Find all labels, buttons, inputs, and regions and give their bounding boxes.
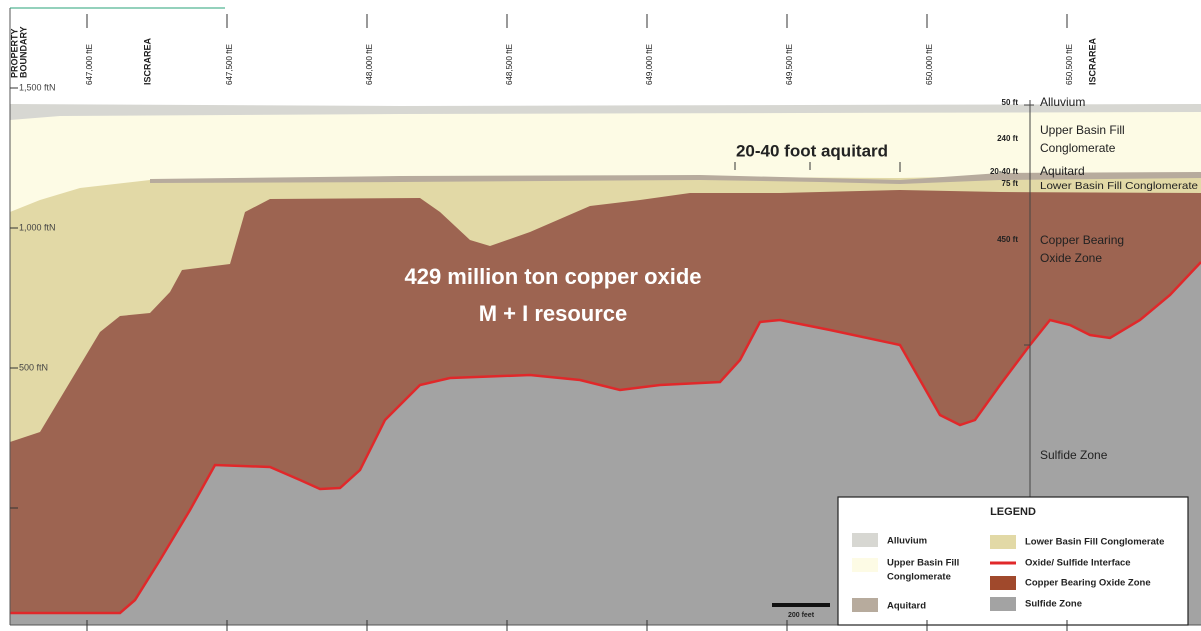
boundary-label: BOUNDARY [18, 26, 28, 78]
layer-label: Sulfide Zone [1040, 448, 1108, 462]
legend-swatch [990, 597, 1016, 611]
legend-label: Sulfide Zone [1025, 599, 1082, 610]
layer-label: Alluvium [1040, 95, 1085, 109]
layer-label: Lower Basin Fill Conglomerate [1040, 180, 1198, 192]
thickness-label: 450 ft [997, 235, 1018, 244]
legend-swatch [852, 598, 878, 612]
legend-title: LEGEND [990, 506, 1036, 518]
legend-label: Oxide/ Sulfide Interface [1025, 558, 1131, 569]
legend-label: Aquitard [887, 601, 926, 612]
layer-label: Aquitard [1040, 164, 1085, 178]
layer-label: Upper Basin Fill [1040, 123, 1125, 137]
thickness-label: 50 ft [1002, 98, 1019, 107]
elevation-label: 1,000 ftN [19, 222, 56, 232]
iscr-label: ISCRAREA [1087, 37, 1097, 85]
easting-label: 648,500 ftE [505, 44, 514, 85]
boundary-label: PROPERTY [9, 28, 19, 78]
elevation-label: 500 ftN [19, 362, 48, 372]
thickness-label: 20-40 ft [990, 167, 1018, 176]
annotation: 429 million ton copper oxide [404, 264, 701, 289]
layer-label: Conglomerate [1040, 141, 1116, 155]
iscr-label: ISCRAREA [142, 37, 152, 85]
legend-label: Alluvium [887, 536, 927, 547]
legend-swatch [852, 533, 878, 547]
legend-label: Conglomerate [887, 572, 951, 583]
easting-label: 647,000 ftE [85, 44, 94, 85]
easting-label: 649,000 ftE [645, 44, 654, 85]
oxide-zone [10, 190, 1201, 613]
easting-label: 650,000 ftE [925, 44, 934, 85]
elevation-label: 1,500 ftN [19, 82, 56, 92]
oxide-sulfide-interface [10, 261, 1201, 615]
easting-label: 650,500 ftE [1065, 44, 1074, 85]
legend-label: Copper Bearing Oxide Zone [1025, 578, 1151, 589]
easting-label: 648,000 ftE [365, 44, 374, 85]
scale-bar [772, 603, 830, 607]
thickness-label: 240 ft [997, 134, 1018, 143]
legend-label: Upper Basin Fill [887, 558, 959, 569]
scale-label: 200 feet [788, 612, 815, 619]
easting-label: 649,500 ftE [785, 44, 794, 85]
thickness-label: 75 ft [1002, 179, 1019, 188]
alluvium-layer [10, 104, 1201, 120]
legend-label: Lower Basin Fill Conglomerate [1025, 537, 1164, 548]
legend-swatch [990, 535, 1016, 549]
legend-swatch [852, 558, 878, 572]
easting-label: 647,500 ftE [225, 44, 234, 85]
aquitard-layer [150, 172, 1201, 184]
legend-swatch [990, 576, 1016, 590]
annotation: M + I resource [479, 301, 628, 326]
layer-label: Copper Bearing [1040, 233, 1124, 247]
layer-label: Oxide Zone [1040, 251, 1102, 265]
annotation: 20-40 foot aquitard [736, 141, 888, 160]
